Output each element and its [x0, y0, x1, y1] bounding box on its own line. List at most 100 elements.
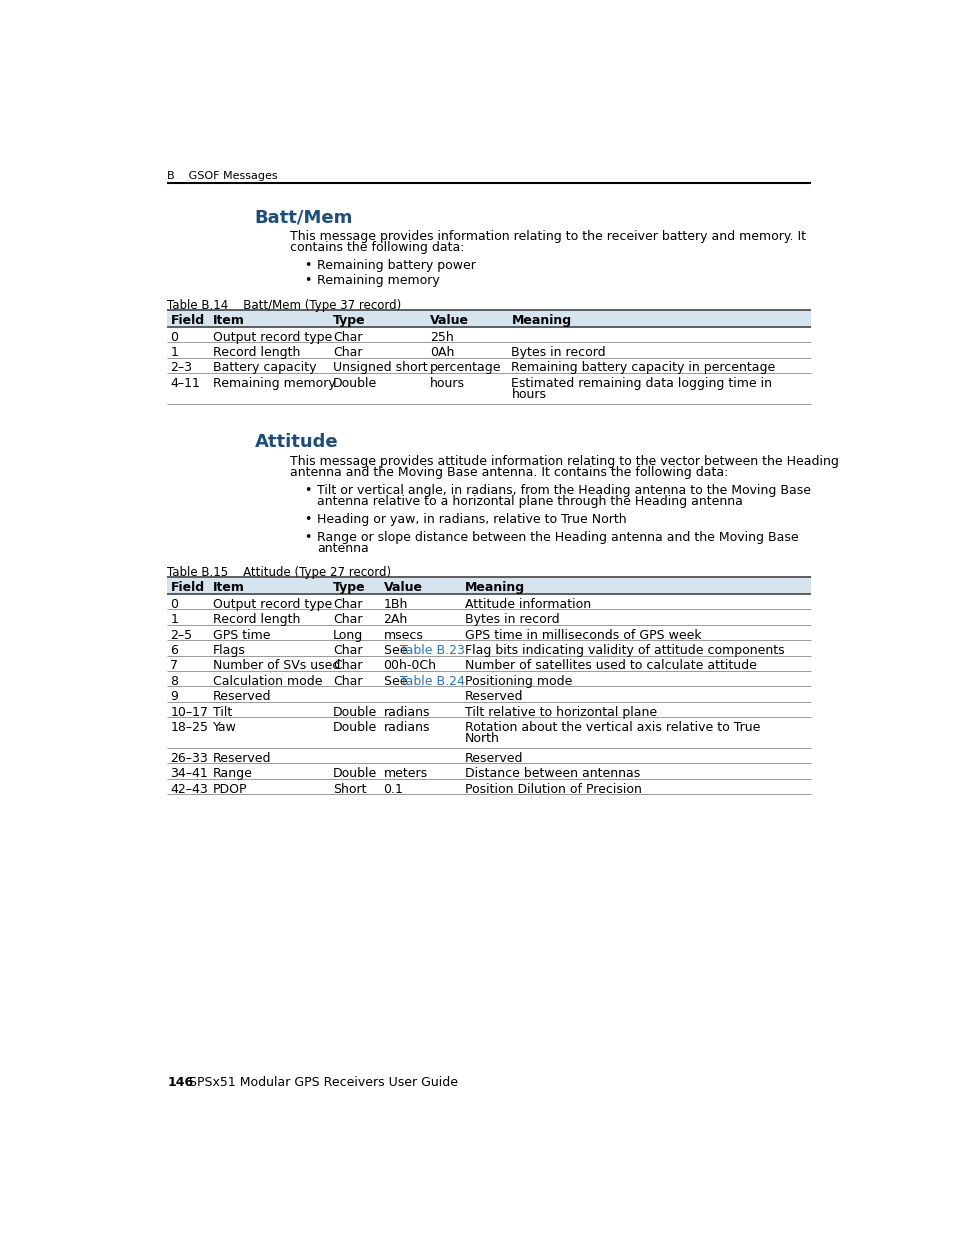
Text: 00h-0Ch: 00h-0Ch — [383, 659, 436, 673]
Text: 9: 9 — [171, 690, 178, 703]
Text: SPSx51 Modular GPS Receivers User Guide: SPSx51 Modular GPS Receivers User Guide — [189, 1076, 457, 1089]
Text: Bytes in record: Bytes in record — [511, 346, 605, 359]
Text: Record length: Record length — [213, 346, 300, 359]
Text: 1: 1 — [171, 346, 178, 359]
Text: 0Ah: 0Ah — [430, 346, 454, 359]
Text: Position Dilution of Precision: Position Dilution of Precision — [464, 783, 641, 795]
Text: Value: Value — [430, 314, 469, 327]
Text: Reserved: Reserved — [213, 752, 272, 764]
Text: 18–25: 18–25 — [171, 721, 208, 734]
Text: This message provides attitude information relating to the vector between the He: This message provides attitude informati… — [290, 454, 838, 468]
Text: Reserved: Reserved — [464, 690, 523, 703]
Text: 8: 8 — [171, 674, 178, 688]
Text: hours: hours — [511, 388, 546, 400]
Text: Char: Char — [333, 645, 362, 657]
Text: Heading or yaw, in radians, relative to True North: Heading or yaw, in radians, relative to … — [316, 514, 626, 526]
Text: Char: Char — [333, 598, 362, 611]
Text: Double: Double — [333, 705, 377, 719]
Text: B    GSOF Messages: B GSOF Messages — [167, 172, 277, 182]
Text: See: See — [383, 674, 411, 688]
Text: Type: Type — [333, 314, 365, 327]
Text: 6: 6 — [171, 645, 178, 657]
Text: North: North — [464, 732, 499, 745]
Text: •: • — [303, 274, 311, 288]
Text: Tilt or vertical angle, in radians, from the Heading antenna to the Moving Base: Tilt or vertical angle, in radians, from… — [316, 484, 810, 496]
Text: Rotation about the vertical axis relative to True: Rotation about the vertical axis relativ… — [464, 721, 760, 734]
Text: 10–17: 10–17 — [171, 705, 208, 719]
Text: Table B.23: Table B.23 — [399, 645, 464, 657]
Text: Char: Char — [333, 659, 362, 673]
Text: 1Bh: 1Bh — [383, 598, 408, 611]
Text: Tilt: Tilt — [213, 705, 232, 719]
Text: meters: meters — [383, 767, 427, 781]
Text: •: • — [303, 514, 311, 526]
Text: antenna and the Moving Base antenna. It contains the following data:: antenna and the Moving Base antenna. It … — [290, 466, 727, 479]
Bar — [167, 310, 810, 327]
Text: Table B.14    Batt/Mem (Type 37 record): Table B.14 Batt/Mem (Type 37 record) — [167, 299, 401, 312]
Text: Estimated remaining data logging time in: Estimated remaining data logging time in — [511, 377, 772, 390]
Text: 7: 7 — [171, 659, 178, 673]
Text: Char: Char — [333, 346, 362, 359]
Text: •: • — [303, 259, 311, 272]
Text: Table B.24: Table B.24 — [399, 674, 464, 688]
Bar — [167, 577, 810, 594]
Text: Remaining battery capacity in percentage: Remaining battery capacity in percentage — [511, 362, 775, 374]
Text: 146: 146 — [167, 1076, 193, 1089]
Text: 25h: 25h — [430, 331, 454, 343]
Text: Item: Item — [213, 580, 245, 594]
Text: 1: 1 — [171, 614, 178, 626]
Text: Number of satellites used to calculate attitude: Number of satellites used to calculate a… — [464, 659, 756, 673]
Text: 42–43: 42–43 — [171, 783, 208, 795]
Text: Value: Value — [383, 580, 422, 594]
Text: Field: Field — [171, 314, 204, 327]
Text: Char: Char — [333, 614, 362, 626]
Text: Record length: Record length — [213, 614, 300, 626]
Text: Bytes in record: Bytes in record — [464, 614, 559, 626]
Text: Reserved: Reserved — [213, 690, 272, 703]
Text: 0.1: 0.1 — [383, 783, 403, 795]
Text: 0: 0 — [171, 331, 178, 343]
Text: 4–11: 4–11 — [171, 377, 200, 390]
Text: Unsigned short: Unsigned short — [333, 362, 427, 374]
Text: PDOP: PDOP — [213, 783, 247, 795]
Text: Attitude: Attitude — [254, 433, 338, 451]
Text: radians: radians — [383, 705, 430, 719]
Text: Attitude information: Attitude information — [464, 598, 591, 611]
Text: 26–33: 26–33 — [171, 752, 208, 764]
Text: percentage: percentage — [430, 362, 501, 374]
Text: Battery capacity: Battery capacity — [213, 362, 316, 374]
Text: Table B.15    Attitude (Type 27 record): Table B.15 Attitude (Type 27 record) — [167, 567, 391, 579]
Text: Double: Double — [333, 721, 377, 734]
Text: Long: Long — [333, 629, 363, 642]
Text: Calculation mode: Calculation mode — [213, 674, 322, 688]
Text: Flag bits indicating validity of attitude components: Flag bits indicating validity of attitud… — [464, 645, 783, 657]
Text: Reserved: Reserved — [464, 752, 523, 764]
Text: Field: Field — [171, 580, 204, 594]
Text: •: • — [303, 531, 311, 543]
Text: Char: Char — [333, 331, 362, 343]
Text: Output record type: Output record type — [213, 598, 332, 611]
Text: msecs: msecs — [383, 629, 423, 642]
Text: Meaning: Meaning — [464, 580, 524, 594]
Text: 34–41: 34–41 — [171, 767, 208, 781]
Text: Output record type: Output record type — [213, 331, 332, 343]
Text: Double: Double — [333, 377, 377, 390]
Text: •: • — [303, 484, 311, 496]
Text: antenna: antenna — [316, 542, 368, 556]
Text: Flags: Flags — [213, 645, 246, 657]
Text: Char: Char — [333, 674, 362, 688]
Text: Distance between antennas: Distance between antennas — [464, 767, 639, 781]
Text: Remaining memory: Remaining memory — [213, 377, 335, 390]
Text: 2Ah: 2Ah — [383, 614, 407, 626]
Text: Positioning mode: Positioning mode — [464, 674, 572, 688]
Text: GPS time in milliseconds of GPS week: GPS time in milliseconds of GPS week — [464, 629, 700, 642]
Text: Remaining memory: Remaining memory — [316, 274, 439, 288]
Text: Yaw: Yaw — [213, 721, 236, 734]
Text: 2–3: 2–3 — [171, 362, 193, 374]
Text: antenna relative to a horizontal plane through the Heading antenna: antenna relative to a horizontal plane t… — [316, 495, 742, 509]
Text: Item: Item — [213, 314, 245, 327]
Text: Tilt relative to horizontal plane: Tilt relative to horizontal plane — [464, 705, 657, 719]
Text: hours: hours — [430, 377, 464, 390]
Text: Range or slope distance between the Heading antenna and the Moving Base: Range or slope distance between the Head… — [316, 531, 798, 543]
Text: Range: Range — [213, 767, 253, 781]
